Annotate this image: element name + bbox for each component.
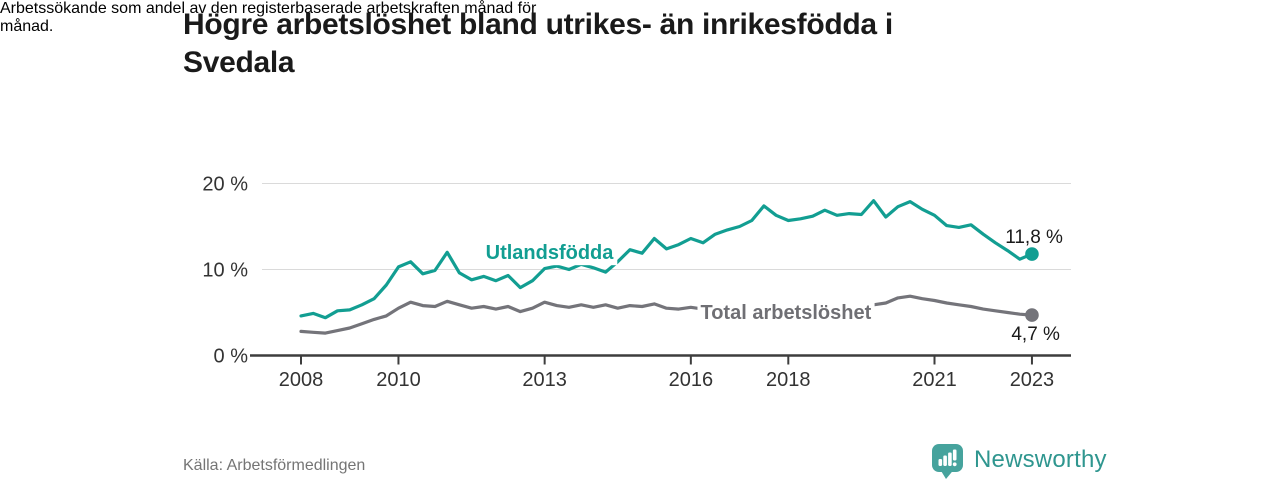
title-line-2: Svedala [183,46,295,79]
x-tick-label: 2010 [376,369,421,391]
series-label: Utlandsfödda [486,242,615,264]
subtitle-line-1: Arbetssökande som andel av den registerb… [0,0,537,17]
series-line-utlandsf-dda [299,199,1034,320]
newsworthy-logo-icon [932,444,963,479]
x-tick-label: 2023 [1010,369,1055,391]
x-tick-label: 2008 [279,369,324,391]
x-tick-label: 2013 [522,369,567,391]
brand: Newsworthy [931,443,1107,480]
y-tick-label: 10 % [202,260,248,282]
x-tick-label: 2018 [766,369,811,391]
x-tick-label: 2016 [669,369,714,391]
subtitle-line-2: månad. [0,18,54,35]
series-end-dot [1025,308,1039,322]
series-label: Total arbetslöshet [700,302,871,324]
series-label-bg [482,241,618,266]
brand-name: Newsworthy [974,446,1107,473]
series-end-dot [1025,247,1039,261]
title-line-1: Högre arbetslöshet bland utrikes- än inr… [183,8,893,41]
x-tick-label: 2021 [912,369,957,391]
series-label-bg [697,300,875,325]
series-end-value-label: 11,8 % [1005,227,1063,248]
page-title: Högre arbetslöshet bland utrikes- än inr… [183,6,893,82]
y-tick-label: 0 % [214,346,249,368]
series-end-value-label: 4,7 % [1011,324,1060,345]
y-tick-label: 20 % [202,174,248,196]
series-line-total-arbetsl-shet [299,294,1034,335]
source-note: Källa: Arbetsförmedlingen [183,457,366,474]
